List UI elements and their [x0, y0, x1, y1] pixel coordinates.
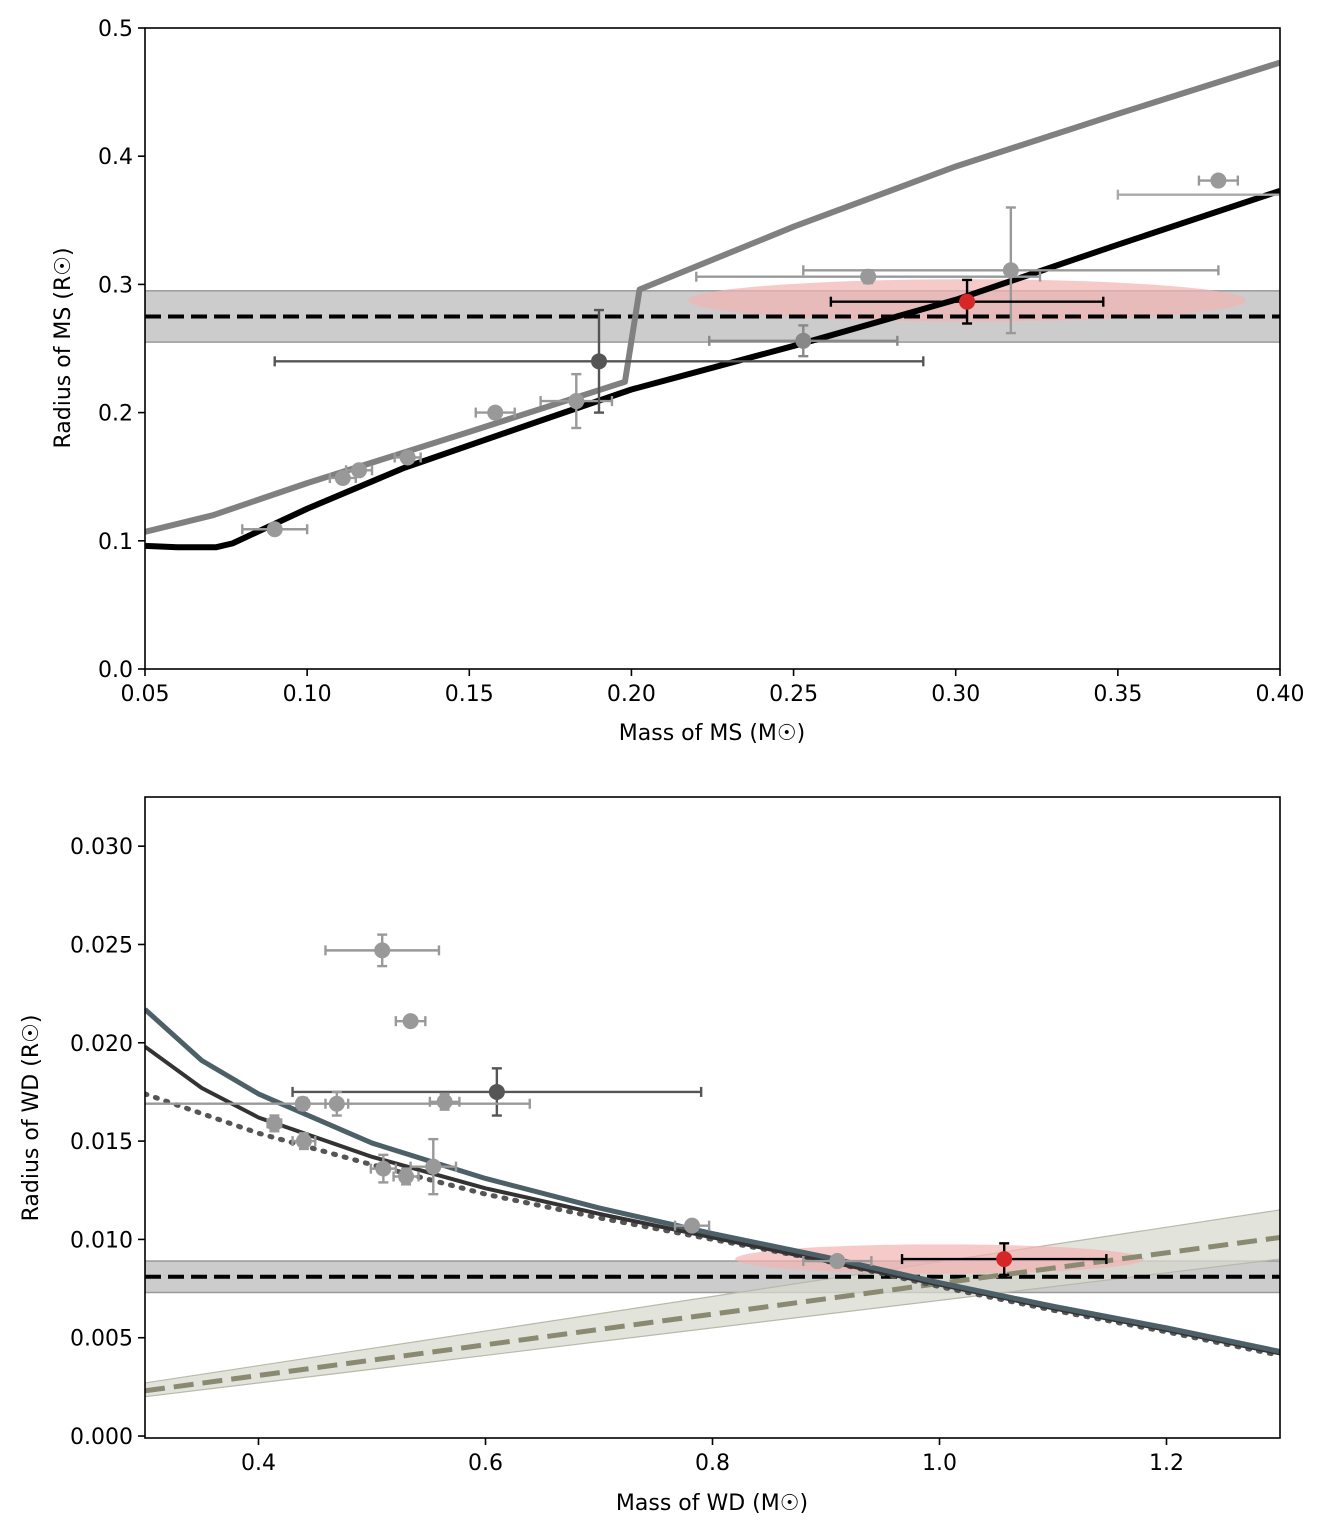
- y-tick-label: 0.5: [98, 17, 133, 42]
- data-point: [708, 324, 899, 358]
- series-line-3: [145, 1007, 1280, 1354]
- data-point: [802, 1253, 873, 1270]
- x-tick-label: 0.15: [445, 682, 494, 707]
- plot-frame: [144, 796, 1281, 1439]
- series-line-1: [145, 187, 1280, 551]
- x-tick-label: 0.05: [121, 682, 170, 707]
- data-point: [695, 268, 1042, 285]
- x-tick-label: 0.10: [283, 682, 332, 707]
- point-marker: [684, 1217, 701, 1234]
- axis-ticks: 0.05 0.10 0.15 0.20 0.25 0.30 0.35 0.40 0.0 0.1 0.…: [98, 17, 1304, 707]
- y-tick-label: 0.015: [70, 1130, 133, 1155]
- point-marker: [375, 1160, 392, 1177]
- x-axis-label: Mass of MS (M☉): [619, 721, 805, 746]
- point-marker: [860, 268, 877, 285]
- point-marker: [402, 1013, 419, 1030]
- point-marker: [294, 1095, 311, 1112]
- data-point: [392, 1167, 420, 1186]
- plot-area: [145, 59, 1280, 551]
- point-marker: [591, 353, 607, 370]
- wd-mass-radius-chart: 0.4 0.6 0.8 1.0 1.2 0.000 0.005 0.010 0.015 0.020…: [19, 796, 1281, 1516]
- plot-area: [145, 933, 1280, 1398]
- y-tick-label: 0.025: [70, 933, 133, 958]
- point-marker: [266, 1115, 283, 1132]
- x-tick-label: 0.30: [931, 682, 980, 707]
- x-tick-label: 0.20: [607, 682, 656, 707]
- y-tick-label: 0.4: [98, 145, 133, 170]
- point-marker: [795, 332, 812, 349]
- data-point: [369, 1153, 398, 1184]
- x-tick-label: 0.35: [1093, 682, 1142, 707]
- point-marker: [436, 1093, 453, 1110]
- point-marker: [487, 404, 504, 421]
- data-point: [474, 404, 516, 421]
- y-axis-label: Radius of MS (R☉): [51, 247, 76, 448]
- series-line-1: [145, 1091, 1280, 1358]
- x-tick-label: 0.8: [695, 1451, 730, 1476]
- plot-frame: [144, 27, 1281, 670]
- x-tick-label: 0.4: [241, 1451, 276, 1476]
- point-marker: [374, 942, 391, 959]
- point-marker: [295, 1133, 312, 1150]
- data-point: [291, 1067, 703, 1117]
- data-point: [291, 1132, 317, 1151]
- data-point: [409, 1137, 458, 1196]
- data-point: [324, 933, 441, 968]
- ms-mass-radius-chart: 0.05 0.10 0.15 0.20 0.25 0.30 0.35 0.40 0.0 0.1 0.…: [51, 17, 1304, 746]
- point-marker: [425, 1158, 442, 1175]
- data-point: [802, 206, 1220, 335]
- y-tick-label: 0.1: [98, 530, 133, 555]
- series-line-0: [145, 59, 1280, 535]
- y-tick-label: 0.030: [70, 835, 133, 860]
- point-marker: [1002, 262, 1019, 279]
- y-tick-label: 0.000: [70, 1425, 133, 1450]
- data-point: [273, 308, 925, 414]
- point-marker: [959, 293, 976, 310]
- point-marker: [996, 1251, 1013, 1268]
- y-tick-label: 0.2: [98, 402, 133, 427]
- y-tick-label: 0.0: [98, 658, 133, 683]
- point-marker: [829, 1253, 846, 1270]
- data-point: [145, 1095, 531, 1112]
- y-tick-label: 0.020: [70, 1032, 133, 1057]
- x-tick-label: 0.40: [1256, 682, 1305, 707]
- data-point: [344, 462, 374, 479]
- data-point: [428, 1092, 461, 1111]
- data-point: [394, 1013, 427, 1030]
- data-point: [1197, 172, 1240, 189]
- point-marker: [399, 449, 416, 466]
- x-tick-label: 0.25: [769, 682, 818, 707]
- point-marker: [328, 1095, 345, 1112]
- data-point: [324, 1090, 350, 1117]
- point-marker: [266, 521, 283, 538]
- point-marker: [398, 1168, 415, 1185]
- data-point: [1116, 189, 1280, 200]
- series-line-0: [145, 1234, 1280, 1394]
- point-marker: [568, 393, 585, 410]
- point-marker: [334, 469, 351, 486]
- x-tick-label: 1.0: [922, 1451, 957, 1476]
- x-axis-label: Mass of WD (M☉): [616, 1491, 808, 1516]
- data-point: [829, 278, 1105, 325]
- point-marker: [351, 462, 368, 479]
- data-point: [241, 521, 309, 538]
- y-tick-label: 0.010: [70, 1228, 133, 1253]
- y-tick-label: 0.005: [70, 1327, 133, 1352]
- y-axis-label: Radius of WD (R☉): [19, 1015, 44, 1222]
- data-point: [393, 449, 422, 466]
- data-point: [673, 1217, 711, 1234]
- point-marker: [1210, 172, 1227, 189]
- data-point: [900, 1242, 1108, 1277]
- point-marker: [488, 1083, 505, 1100]
- y-tick-label: 0.3: [98, 273, 133, 298]
- data-point: [266, 1114, 283, 1133]
- x-tick-label: 0.6: [468, 1451, 503, 1476]
- axis-ticks: 0.4 0.6 0.8 1.0 1.2 0.000 0.005 0.010 0.015 0.020…: [70, 835, 1184, 1476]
- x-tick-label: 1.2: [1149, 1451, 1184, 1476]
